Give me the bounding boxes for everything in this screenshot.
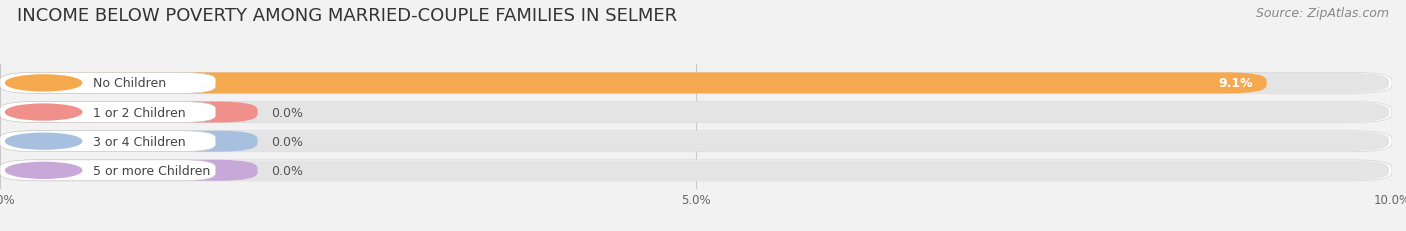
FancyBboxPatch shape <box>0 131 257 152</box>
FancyBboxPatch shape <box>0 131 1392 152</box>
FancyBboxPatch shape <box>3 161 1389 180</box>
Text: 3 or 4 Children: 3 or 4 Children <box>93 135 186 148</box>
FancyBboxPatch shape <box>0 160 257 181</box>
FancyBboxPatch shape <box>0 102 1392 123</box>
Text: 5 or more Children: 5 or more Children <box>93 164 209 177</box>
FancyBboxPatch shape <box>0 73 1392 94</box>
FancyBboxPatch shape <box>3 132 1389 151</box>
Circle shape <box>6 163 82 179</box>
Text: 0.0%: 0.0% <box>271 106 304 119</box>
Text: 0.0%: 0.0% <box>271 135 304 148</box>
FancyBboxPatch shape <box>0 131 215 152</box>
Circle shape <box>6 105 82 121</box>
FancyBboxPatch shape <box>3 103 1389 122</box>
FancyBboxPatch shape <box>0 73 1267 94</box>
Text: No Children: No Children <box>93 77 166 90</box>
Text: INCOME BELOW POVERTY AMONG MARRIED-COUPLE FAMILIES IN SELMER: INCOME BELOW POVERTY AMONG MARRIED-COUPL… <box>17 7 678 25</box>
Circle shape <box>6 134 82 149</box>
FancyBboxPatch shape <box>0 102 215 123</box>
FancyBboxPatch shape <box>0 160 215 181</box>
FancyBboxPatch shape <box>0 73 215 94</box>
Text: 1 or 2 Children: 1 or 2 Children <box>93 106 186 119</box>
Circle shape <box>6 76 82 91</box>
FancyBboxPatch shape <box>3 74 1389 93</box>
FancyBboxPatch shape <box>0 160 1392 181</box>
FancyBboxPatch shape <box>0 102 257 123</box>
Text: Source: ZipAtlas.com: Source: ZipAtlas.com <box>1256 7 1389 20</box>
Text: 0.0%: 0.0% <box>271 164 304 177</box>
Text: 9.1%: 9.1% <box>1218 77 1253 90</box>
